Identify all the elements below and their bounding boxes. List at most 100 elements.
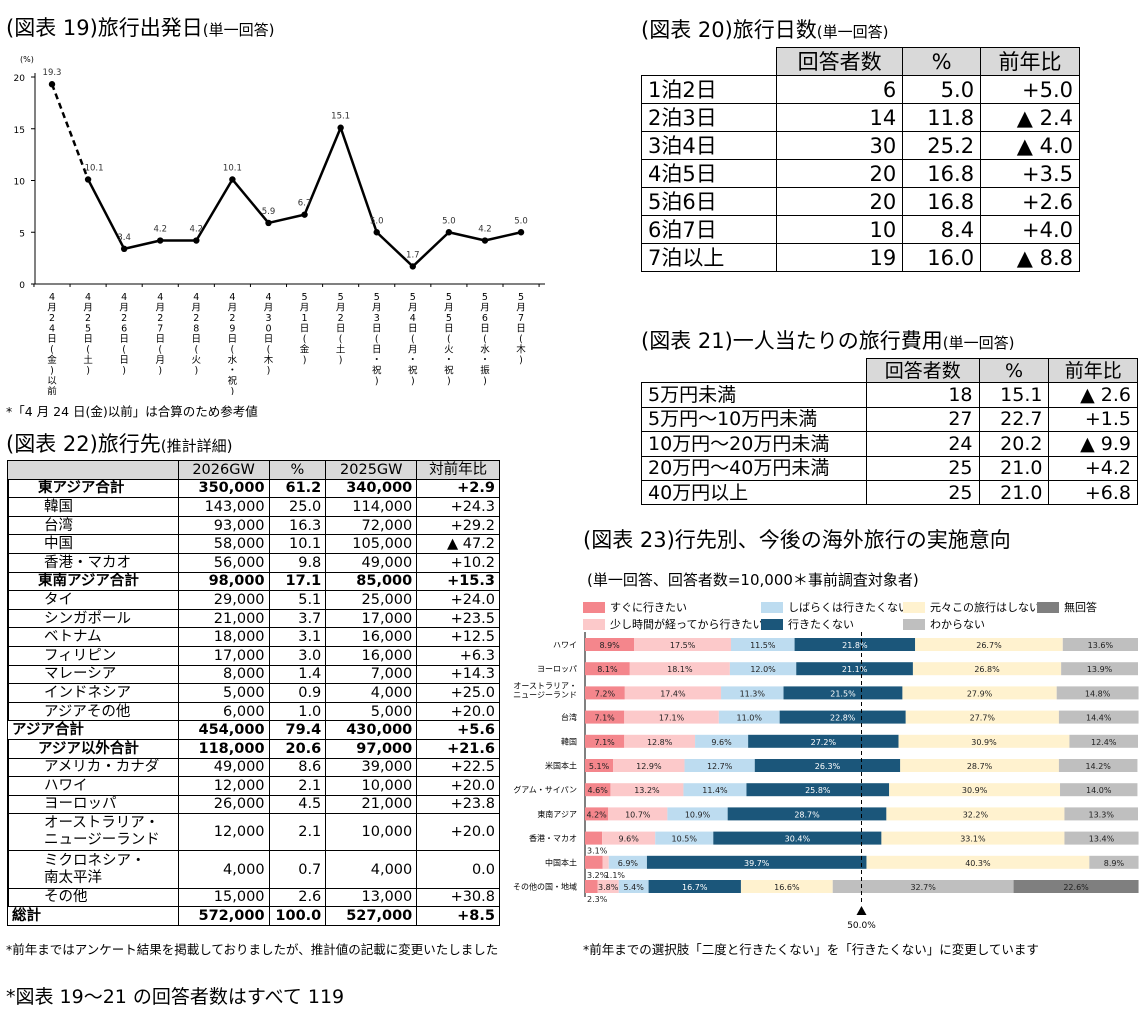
bar-segment <box>746 783 890 797</box>
table-cell: +8.5 <box>416 906 500 926</box>
table-cell: 15.1 <box>978 382 1050 408</box>
bar-value-label: 3.1% <box>587 847 608 856</box>
table-cell: 118,000 <box>177 738 270 759</box>
legend-item: しばらくは行きたくない <box>761 599 909 615</box>
table-cell: 0.7 <box>268 850 327 889</box>
bar-value-label: 12.8% <box>647 738 673 747</box>
bar-value-label: 26.7% <box>976 641 1002 650</box>
legend-item: 行きたくない <box>761 616 854 632</box>
bar-segment <box>624 734 696 748</box>
bar-value-label: 4.2% <box>586 810 607 819</box>
table-row: ハワイ 12,000 2.1 10,000 +20.0 <box>7 776 500 796</box>
bar-value-label: 33.1% <box>960 835 986 844</box>
bar-segment <box>900 759 1059 772</box>
table-cell: 16,000 <box>325 645 418 666</box>
legend-item: 無回答 <box>1037 599 1097 615</box>
data-label: 4.2 <box>153 225 167 235</box>
table-cell: 20 <box>775 159 904 188</box>
bar-value-label: 11.0% <box>737 714 763 723</box>
bar-segment <box>585 880 598 893</box>
bar-segment <box>1089 855 1139 869</box>
fig19-title: (図表 19)旅行出発日(単一回答) <box>6 16 275 40</box>
y-tick-label: 15 <box>14 126 25 136</box>
table-cell: 21.0 <box>978 455 1050 481</box>
column-header: 前年比 <box>1048 357 1138 384</box>
table-row: シンガポール 21,000 3.7 17,000 +23.5 <box>7 608 500 629</box>
category-label: オーストラリア・ニュージーランド <box>513 681 577 699</box>
table-cell: 3.0 <box>268 645 327 666</box>
bar-segment <box>718 710 780 724</box>
legend-swatch <box>761 601 783 613</box>
data-label: 5.0 <box>514 216 528 226</box>
bar-segment <box>585 759 614 772</box>
bar-segment <box>648 880 741 893</box>
bar-value-label: 14.2% <box>1085 762 1111 771</box>
line-segment <box>448 231 486 242</box>
table-cell: インドネシア <box>7 683 179 703</box>
fig23-subtitle: (単一回答、回答者数=10,000＊事前調査対象者) <box>587 571 919 589</box>
bar-value-label: 27.2% <box>811 738 837 747</box>
data-point <box>48 81 56 88</box>
bar-value-label: 17.5% <box>670 641 696 650</box>
table-cell: 16.8 <box>902 187 982 216</box>
bar-segment <box>866 855 1090 869</box>
line-segment <box>375 231 414 268</box>
bar-value-label: 5.4% <box>623 883 644 892</box>
x-tick-label: 4 月 2 6 日(日) <box>119 292 129 377</box>
bar-value-label: 12.4% <box>1091 738 1117 747</box>
bar-segment <box>1064 831 1139 845</box>
table-cell: ▲ 8.8 <box>980 243 1080 272</box>
column-header: 回答者数 <box>866 357 980 384</box>
table-cell: 454,000 <box>177 720 270 740</box>
bar-value-label: 27.7% <box>970 714 996 723</box>
table-cell: 11.8 <box>902 103 982 132</box>
table-cell: 25 <box>866 455 980 481</box>
table-cell: 5,000 <box>325 701 418 722</box>
table-cell: 20.2 <box>978 431 1050 457</box>
bar-value-label: 10.7% <box>625 810 651 819</box>
table-cell: 6,000 <box>177 701 270 722</box>
bar-segment <box>585 686 625 700</box>
table-cell: 1.0 <box>268 701 327 722</box>
table-cell: +4.2 <box>1048 455 1138 481</box>
fig21-title: (図表 21)一人当たりの旅行費用(単一回答) <box>641 329 1015 353</box>
table-row: アジア以外合計 118,000 20.6 97,000 +21.6 <box>7 738 500 759</box>
table-cell: 1.4 <box>268 664 327 685</box>
table-row: アジア合計 454,000 79.4 430,000 +5.6 <box>7 720 500 740</box>
table-cell: 29,000 <box>177 590 270 610</box>
bar-value-label: 8.9% <box>599 641 620 650</box>
bar-value-label: 5.1% <box>589 762 610 771</box>
table-cell: オーストラリア・ ニュージーランド <box>7 813 179 852</box>
line-segment <box>411 231 450 268</box>
table-cell: +22.5 <box>416 757 500 778</box>
bar-value-label: 3.8% <box>598 883 619 892</box>
bar-value-label: 2.3% <box>587 895 608 904</box>
table-cell: 27 <box>866 406 980 433</box>
bar-segment <box>602 855 609 869</box>
bar-segment <box>727 807 887 821</box>
reference-arrow-icon <box>856 906 867 915</box>
bar-value-label: 17.1% <box>659 714 685 723</box>
table-cell: 49,000 <box>325 552 418 573</box>
table-cell: 114,000 <box>325 497 418 517</box>
bar-value-label: 13.6% <box>1088 641 1114 650</box>
bar-value-label: 16.6% <box>774 883 800 892</box>
legend-label: しばらくは行きたくない <box>788 601 909 614</box>
data-label: 10.1 <box>223 163 242 173</box>
bar-segment <box>1058 759 1138 772</box>
table-cell: +1.5 <box>1048 406 1138 433</box>
bar-value-label: 13.9% <box>1087 665 1113 674</box>
table-cell: +24.0 <box>416 590 500 610</box>
table-cell: 12,000 <box>177 776 270 796</box>
bar-segment <box>608 807 668 821</box>
table-row: タイ 29,000 5.1 25,000 +24.0 <box>7 590 500 610</box>
column-header: 前年比 <box>980 47 1080 76</box>
table-cell: 17,000 <box>177 645 270 666</box>
table-cell: ▲ 2.4 <box>980 103 1080 132</box>
table-cell: 25.0 <box>268 497 327 517</box>
data-point <box>229 176 236 183</box>
bar-segment <box>886 807 1065 821</box>
line-segment <box>484 231 522 242</box>
bar-value-label: 14.4% <box>1086 714 1112 723</box>
bar-segment <box>754 759 901 772</box>
